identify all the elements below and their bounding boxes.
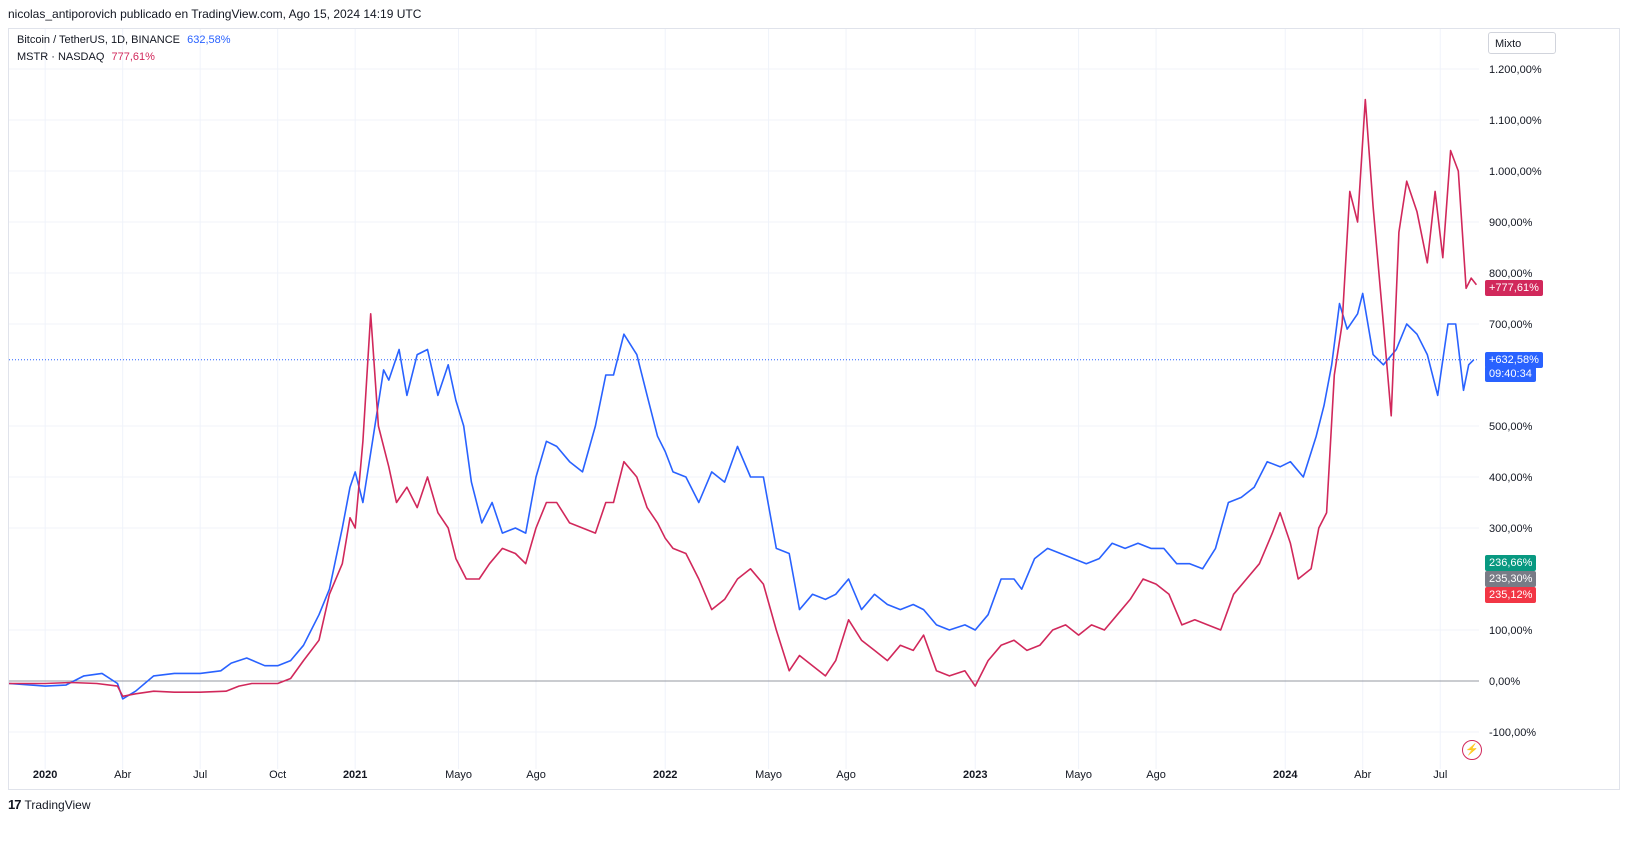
publication-header: nicolas_antiporovich publicado en Tradin… [8,7,422,21]
x-tick-label: 2021 [343,769,367,781]
y-tick-label: 500,00% [1489,421,1533,433]
x-tick-label: Mayo [445,769,472,781]
legend-mstr-name: MSTR · NASDAQ [17,51,105,63]
scale-mode-button[interactable]: Mixto [1488,32,1556,54]
legend-mstr-value: 777,61% [111,51,155,63]
y-tick-label: 400,00% [1489,472,1533,484]
footer-brand[interactable]: TradingView [24,797,91,812]
legend-item-btc[interactable]: Bitcoin / TetherUS, 1D, BINANCE 632,58% [17,34,231,46]
legend-item-mstr[interactable]: MSTR · NASDAQ 777,61% [17,51,155,63]
y-tick-label: 300,00% [1489,523,1533,535]
x-tick-label: 2020 [33,769,57,781]
tradingview-logo-icon: 17 [8,797,22,812]
x-tick-label: Ago [1146,769,1166,781]
y-tick-label: 100,00% [1489,625,1533,637]
legend-btc-name: Bitcoin / TetherUS, 1D, BINANCE [17,34,181,46]
badge-countdown: 09:40:34 [1485,366,1536,382]
y-tick-label: 700,00% [1489,319,1533,331]
y-tick-label: 1.100,00% [1489,115,1542,127]
badge-value-1: 236,66% [1485,555,1537,571]
series-line-mstr [9,98,1478,698]
x-tick-label: Mayo [1065,769,1092,781]
y-tick-label: 800,00% [1489,268,1533,280]
chart-panel[interactable]: 1.200,00% 1.100,00% 1.000,00% 900,00% 800,00… [8,28,1620,790]
y-tick-label: 0,00% [1489,676,1520,688]
x-tick-label: Ago [836,769,856,781]
x-tick-label: Jul [193,769,207,781]
legend-btc-value: 632,58% [187,34,231,46]
badge-btc-last: +632,58% [1485,352,1543,368]
series-line-btc [9,292,1475,700]
x-tick-label: Jul [1433,769,1447,781]
x-tick-label: Abr [114,769,131,781]
lightning-icon[interactable]: ⚡ [1462,740,1482,760]
y-tick-label: 1.200,00% [1489,64,1542,76]
footer: 17 TradingView [8,797,91,812]
badge-value-3: 235,12% [1485,587,1537,603]
x-tick-label: Ago [526,769,546,781]
y-tick-label: -100,00% [1489,727,1536,739]
x-tick-label: 2024 [1273,769,1298,781]
x-tick-label: Mayo [755,769,782,781]
x-tick-label: Oct [269,769,286,781]
x-tick-label: 2022 [653,769,677,781]
badge-value-2: 235,30% [1485,571,1537,587]
badge-mstr-last: +777,61% [1485,280,1543,296]
price-chart[interactable]: 1.200,00% 1.100,00% 1.000,00% 900,00% 800,00… [9,29,1621,791]
y-tick-label: 900,00% [1489,217,1533,229]
x-tick-label: 2023 [963,769,987,781]
x-tick-label: Abr [1354,769,1371,781]
y-tick-label: 1.000,00% [1489,166,1542,178]
